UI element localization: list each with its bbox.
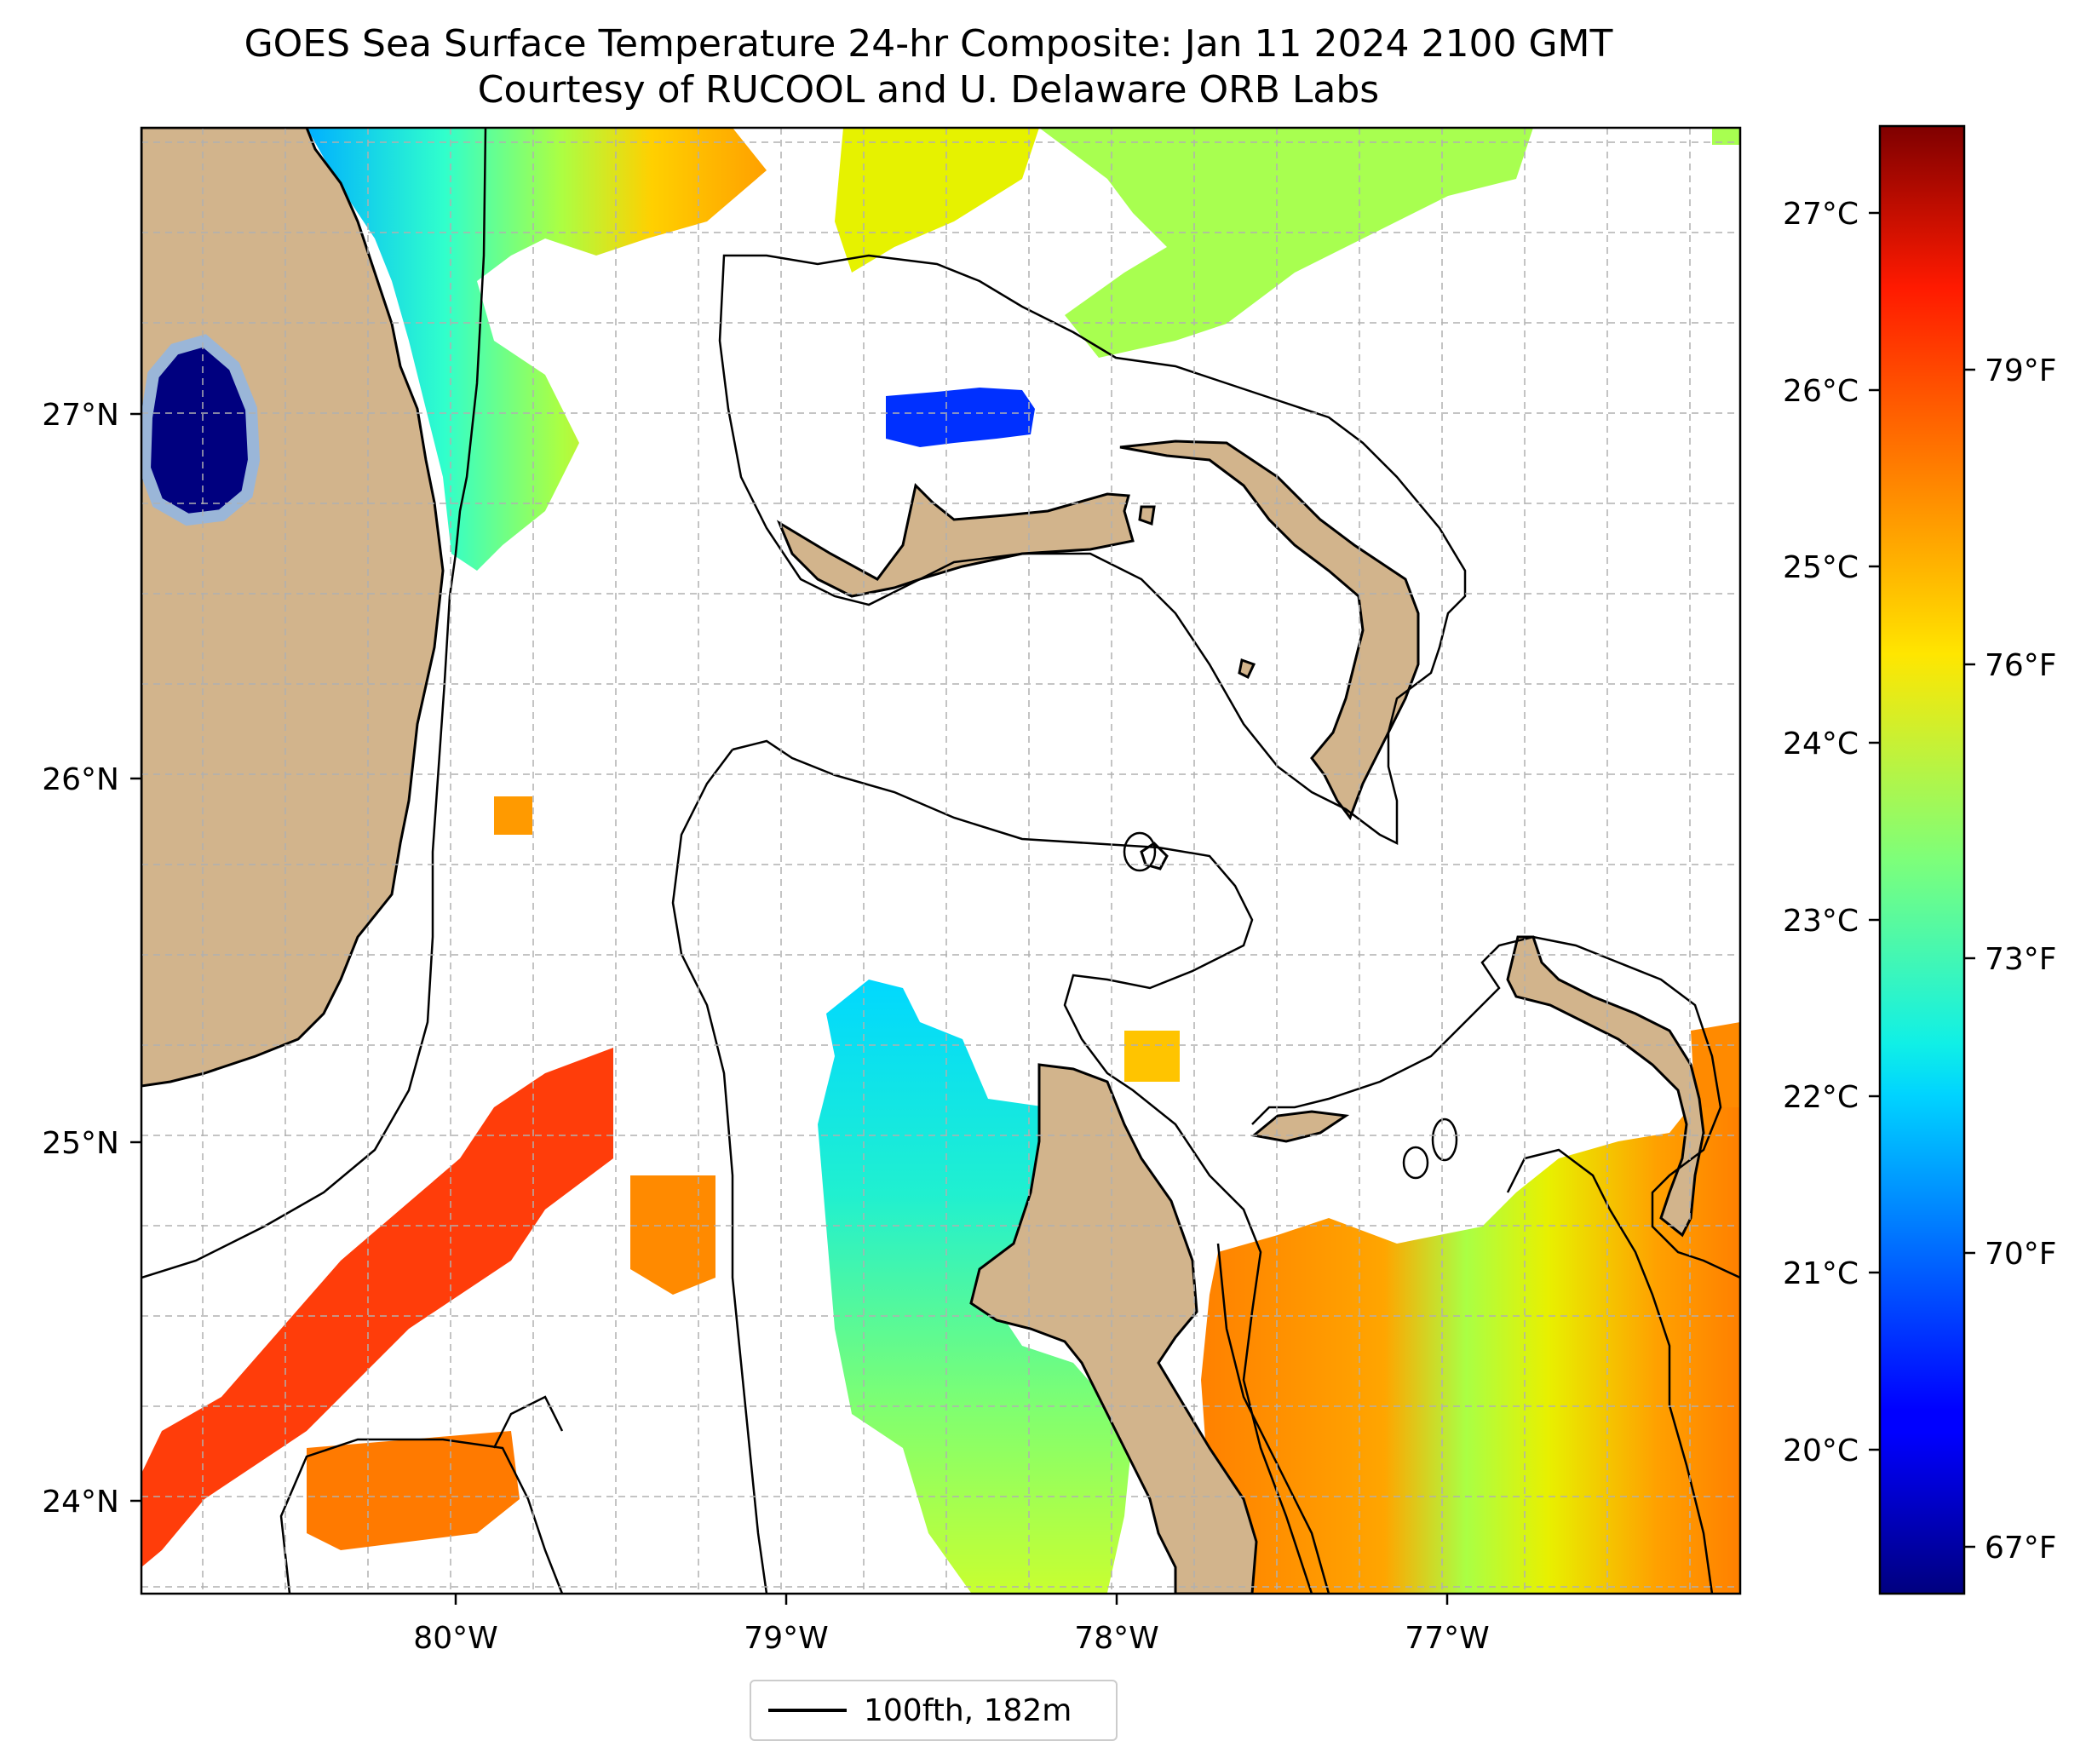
- legend-label: 100fth, 182m: [864, 1692, 1072, 1728]
- sst-patch-exuma: [1192, 1073, 1740, 1594]
- lon-label-77w: 77°W: [1405, 1621, 1489, 1656]
- colorbar: [1878, 124, 1966, 1595]
- isobath-great-bahama-bank: [732, 739, 1313, 1594]
- lat-label-27n: 27°N: [42, 398, 119, 433]
- map-content: [141, 128, 1740, 1594]
- lat-label-26n: 26°N: [42, 762, 119, 797]
- lake-okeechobee: [141, 334, 261, 526]
- cbar-c-20: 20°C: [1783, 1434, 1859, 1468]
- map-frame: [140, 126, 1742, 1595]
- cbar-f-76: 76°F: [1985, 648, 2057, 683]
- isobath-inner-florida: [492, 1395, 564, 1449]
- lat-label-25n: 25°N: [42, 1126, 119, 1161]
- cbar-c-23: 23°C: [1783, 904, 1859, 939]
- colorbar-ticks: [1869, 211, 1975, 1549]
- lon-label-80w: 80°W: [413, 1621, 497, 1656]
- sst-patch-small-orange: [494, 796, 532, 835]
- cbar-c-22: 22°C: [1783, 1080, 1859, 1115]
- legend-line-swatch: [768, 1709, 847, 1712]
- chart-title: GOES Sea Surface Temperature 24-hr Compo…: [244, 22, 1613, 66]
- chart-subtitle: Courtesy of RUCOOL and U. Delaware ORB L…: [477, 68, 1380, 112]
- legend: 100fth, 182m: [750, 1680, 1118, 1741]
- cbar-f-70: 70°F: [1985, 1237, 2057, 1272]
- isobath-grand-bahama-bank: [718, 254, 1467, 846]
- cbar-f-67: 67°F: [1985, 1531, 2057, 1566]
- sst-layer: [141, 128, 1740, 1594]
- cbar-f-79: 79°F: [1985, 353, 2057, 388]
- isobath-small-ring-2: [1431, 1118, 1458, 1162]
- cbar-c-25: 25°C: [1783, 550, 1859, 585]
- sst-patch-east-corner: [1691, 1022, 1740, 1107]
- sst-patch-ne-corner: [1712, 128, 1740, 145]
- isobath-small-ring: [1402, 1146, 1429, 1180]
- lat-label-24n: 24°N: [42, 1485, 119, 1520]
- land-eleuthera: [1506, 935, 1705, 1238]
- isobath-exuma: [1251, 935, 1740, 1279]
- land-small-cay: [1138, 505, 1156, 526]
- gridlines: [141, 128, 1740, 1594]
- sst-patch-straits-orange: [630, 1175, 715, 1295]
- sst-patch-north-green: [1039, 128, 1533, 358]
- land-grand-bahama: [776, 482, 1135, 598]
- sst-patch-keys-orange: [307, 1431, 520, 1550]
- cbar-c-26: 26°C: [1783, 374, 1859, 409]
- sst-patch-cold-blue: [886, 388, 1035, 447]
- land-small-cay-2: [1238, 658, 1256, 680]
- cbar-c-24: 24°C: [1783, 727, 1859, 761]
- map-ticks: [130, 412, 1449, 1605]
- isobath-berry-ring: [1123, 831, 1157, 872]
- cbar-c-27: 27°C: [1783, 197, 1859, 232]
- cbar-c-21: 21°C: [1783, 1256, 1859, 1291]
- lon-label-79w: 79°W: [744, 1621, 828, 1656]
- sst-patch-small-yellow: [1124, 1031, 1180, 1082]
- land-berry-islands: [1140, 842, 1169, 871]
- land-andros: [969, 1063, 1258, 1594]
- lon-label-78w: 78°W: [1074, 1621, 1158, 1656]
- isobath-tongue-east: [671, 749, 768, 1594]
- isobath-exuma-inner: [1216, 1243, 1330, 1594]
- sst-patch-florida-current: [307, 128, 767, 571]
- sst-patch-north-yellow: [835, 128, 1039, 273]
- sst-patch-straits-south: [141, 1048, 613, 1567]
- cbar-f-73: 73°F: [1985, 942, 2057, 977]
- isobath-florida-west: [141, 128, 487, 1279]
- land-abaco: [1119, 440, 1420, 821]
